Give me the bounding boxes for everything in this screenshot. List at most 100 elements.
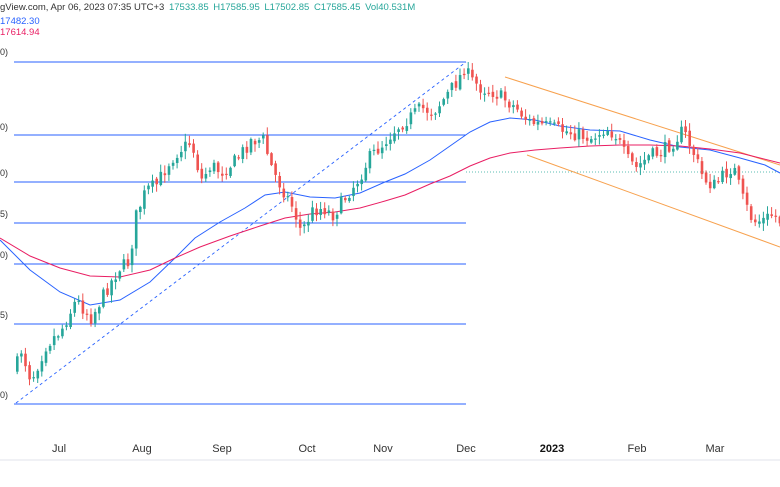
candle-body-up (651, 148, 655, 157)
candle-body-up (32, 377, 35, 379)
candle-body-up (577, 129, 581, 140)
candle-body-down (696, 154, 700, 160)
candle-body-down (532, 118, 536, 125)
channel-lower-line (526, 154, 780, 248)
candle-body-up (52, 336, 56, 346)
candle-body-up (147, 185, 150, 190)
candle-body-up (672, 148, 675, 152)
candle-body-up (143, 190, 146, 209)
candle-body-down (774, 215, 778, 217)
candle-body-up (389, 139, 392, 144)
ma-fast-value: 17482.30 (0, 16, 40, 27)
candle-body-up (335, 214, 339, 219)
candle-body-down (569, 132, 573, 135)
candle-body-down (89, 314, 93, 324)
candle-body-up (528, 119, 532, 121)
candle-body-down (741, 178, 745, 194)
candle-body-up (565, 131, 568, 134)
fib-level-label: 0) (0, 122, 8, 132)
candle-body-up (114, 279, 117, 282)
candle-body-up (118, 271, 122, 279)
candle-body-down (454, 81, 458, 88)
candle-body-up (184, 141, 187, 152)
candle-body-down (106, 288, 109, 295)
header-open: 17533.85 (168, 2, 209, 13)
candle-body-up (175, 157, 179, 164)
candle-body-up (450, 83, 454, 91)
candle-body-down (245, 146, 249, 153)
candle-body-down (700, 161, 704, 175)
candle-body-down (331, 211, 335, 221)
candle-body-down (200, 168, 204, 179)
candle-body-up (257, 140, 261, 143)
candle-body-down (524, 116, 527, 120)
candle-body-down (196, 154, 199, 171)
candle-body-down (282, 188, 286, 198)
candle-body-up (69, 313, 72, 328)
header-volume: Vol40.531M (365, 2, 416, 13)
candle-body-up (151, 180, 154, 187)
candle-body-up (364, 167, 368, 181)
x-tick-label: Sep (212, 443, 232, 455)
candle-body-down (421, 104, 425, 109)
candle-body-up (405, 126, 409, 131)
candle-body-down (28, 365, 31, 380)
candle-body-down (573, 133, 577, 141)
fib-level-label: 5) (0, 209, 8, 219)
candle-body-up (676, 141, 679, 150)
candle-body-up (721, 170, 724, 183)
candle-body-up (643, 159, 646, 165)
candle-body-up (159, 171, 163, 186)
candle-body-up (339, 196, 343, 214)
candle-body-down (516, 104, 519, 110)
drawing-tools[interactable] (15, 61, 780, 404)
candle-body-up (385, 144, 388, 147)
header-close: C17585.45 (313, 2, 361, 13)
candle-body-down (622, 140, 626, 147)
candle-body-down (520, 110, 523, 117)
candle-body-up (303, 224, 306, 227)
x-axis: Jul Aug Sep Oct Nov Dec 2023 Feb Mar (0, 443, 780, 461)
fib-retracement[interactable]: 0) 0) 0) 5) 0) 5) 0) (0, 47, 780, 405)
candle-body-up (397, 129, 400, 132)
candle-body-up (549, 121, 552, 123)
candle-body-up (233, 155, 236, 167)
candle-body-down (192, 143, 195, 153)
candle-body-down (688, 130, 691, 146)
candle-body-up (249, 138, 253, 153)
candle-body-down (585, 137, 589, 141)
candle-body-up (352, 187, 355, 197)
candle-body-up (483, 93, 486, 95)
candle-body-down (708, 181, 712, 189)
candle-body-down (475, 76, 478, 84)
candle-body-down (462, 73, 466, 76)
ma-slow-value: 17614.94 (0, 27, 40, 38)
ma-slow-legend[interactable]: 17614.94 (0, 27, 42, 38)
candle-body-up (311, 207, 314, 221)
candle-body-up (393, 133, 396, 142)
candle-body-down (126, 259, 130, 267)
candle-body-up (639, 163, 642, 168)
fib-level-label: 0) (0, 47, 8, 57)
candle-body-up (20, 353, 23, 357)
candle-body-down (274, 163, 277, 175)
header-low: L17502.85 (264, 2, 310, 13)
candle-body-down (315, 208, 318, 216)
candle-body-down (610, 131, 614, 138)
candle-body-up (139, 206, 142, 213)
candle-body-up (762, 217, 765, 224)
candle-body-up (327, 210, 331, 214)
candle-body-up (417, 103, 421, 107)
candle-body-down (216, 162, 220, 173)
candle-body-up (134, 210, 138, 249)
candle-body-up (122, 259, 126, 270)
ma-fast-legend[interactable]: 17482.30 (0, 16, 42, 27)
candle-body-down (655, 147, 659, 156)
candle-body-up (73, 301, 76, 313)
candle-body-down (631, 153, 634, 162)
candle-body-down (503, 91, 507, 101)
candle-body-down (479, 84, 482, 93)
fib-level-label: 0) (0, 390, 8, 400)
candle-body-up (544, 121, 548, 123)
